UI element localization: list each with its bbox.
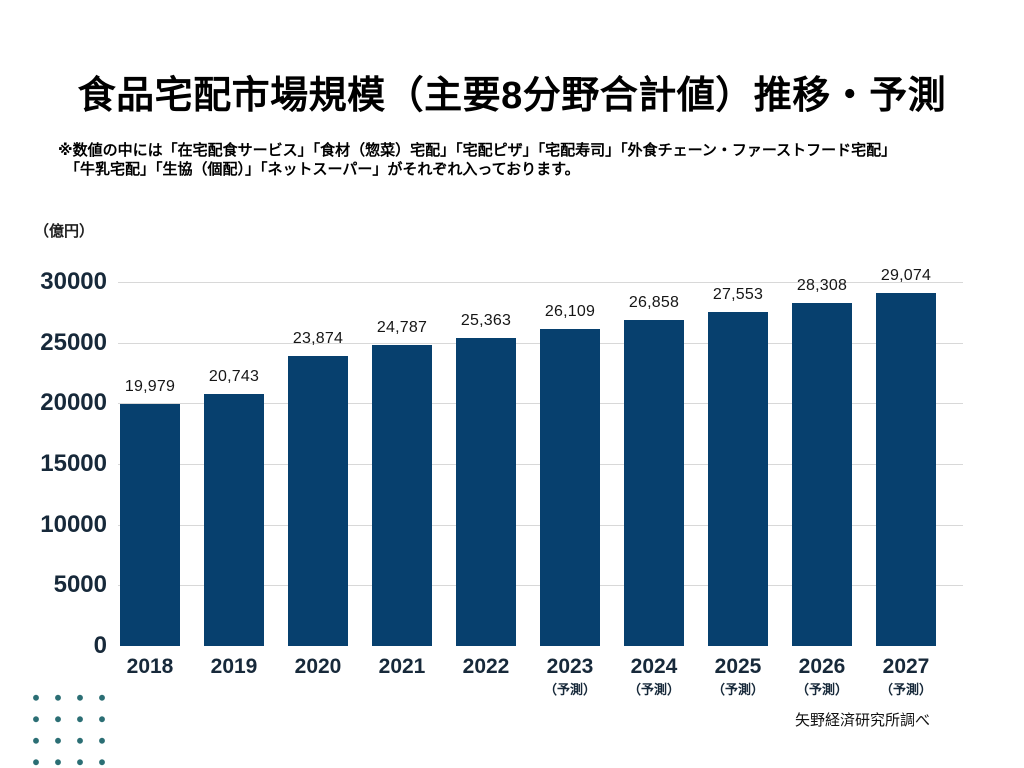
bar-value-label: 20,743 <box>208 368 260 386</box>
bar-2025 <box>708 311 768 646</box>
dot-grid-decoration <box>21 683 109 768</box>
source-credit: 矢野経済研究所調べ <box>794 712 930 729</box>
bar-2021 <box>372 345 432 646</box>
bar-2023 <box>540 329 600 646</box>
x-axis-tick-label: 2024 <box>630 655 678 678</box>
bar-value-label: 24,787 <box>376 319 428 337</box>
chart-title: 食品宅配市場規模（主要8分野合計値）推移・予測 <box>77 75 947 117</box>
gridline <box>118 282 963 283</box>
x-axis-forecast-sublabel: （予測） <box>627 682 680 697</box>
y-axis-tick-label: 15000 <box>40 450 107 477</box>
y-axis-tick-label: 25000 <box>40 328 107 356</box>
bar-2020 <box>288 356 348 646</box>
y-axis-tick-label: 0 <box>93 632 107 659</box>
bar-value-label: 28,308 <box>796 276 848 294</box>
bar-2019 <box>204 394 264 646</box>
bar-2022 <box>456 338 516 646</box>
bar-2027 <box>876 293 936 646</box>
x-axis-tick-label: 2021 <box>378 655 426 678</box>
bar-value-label: 19,979 <box>124 377 176 395</box>
bar-2024 <box>624 320 684 646</box>
x-axis-forecast-sublabel: （予測） <box>795 682 848 697</box>
footnote-line-1: ※数値の中には「在宅配食サービス」「食材（惣菜）宅配」「宅配ピザ」「宅配寿司」「… <box>58 142 897 159</box>
bar-value-label: 25,363 <box>460 312 512 330</box>
x-axis-tick-label: 2019 <box>210 655 258 678</box>
x-axis-tick-label: 2026 <box>798 655 846 678</box>
y-axis-tick-label: 5000 <box>53 571 107 599</box>
bar-value-label: 26,858 <box>628 294 680 312</box>
y-axis-tick-label: 20000 <box>40 389 107 417</box>
x-axis-forecast-sublabel: （予測） <box>711 682 764 697</box>
y-axis-tick-label: 30000 <box>40 268 107 295</box>
bar-value-label: 23,874 <box>292 330 344 348</box>
y-axis-tick-label: 10000 <box>40 510 107 538</box>
x-axis-tick-label: 2018 <box>126 655 174 678</box>
x-axis-tick-label: 2025 <box>714 655 762 678</box>
x-axis-tick-label: 2027 <box>882 655 930 678</box>
bar-value-label: 29,074 <box>880 267 932 285</box>
bar-2018 <box>120 403 180 646</box>
bar-value-label: 27,553 <box>712 285 764 303</box>
x-axis-tick-label: 2022 <box>462 655 510 678</box>
x-axis-forecast-sublabel: （予測） <box>879 682 932 697</box>
y-axis-unit-label: （億円） <box>34 223 95 240</box>
x-axis-forecast-sublabel: （予測） <box>543 682 596 697</box>
footnote: ※数値の中には「在宅配食サービス」「食材（惣菜）宅配」「宅配ピザ」「宅配寿司」「… <box>58 141 1008 179</box>
bar-2026 <box>792 302 852 646</box>
bar-value-label: 26,109 <box>544 303 596 321</box>
x-axis-tick-label: 2023 <box>546 655 594 678</box>
x-axis-tick-label: 2020 <box>294 655 342 678</box>
footnote-line-2: 「牛乳宅配」「生協（個配）」「ネットスーパー」がそれぞれ入っております。 <box>65 161 580 178</box>
